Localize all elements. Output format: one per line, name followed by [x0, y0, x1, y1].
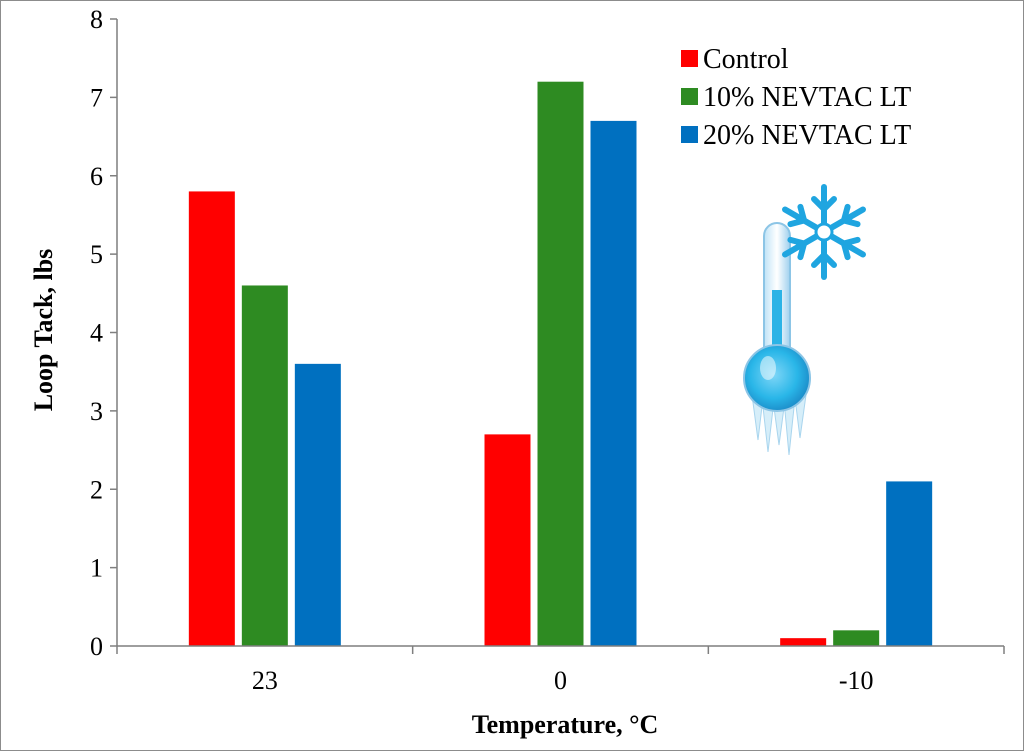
y-axis-title: Loop Tack, lbs	[29, 249, 58, 412]
bar-20-nevtac-lt--10	[886, 481, 933, 646]
bar-10-nevtac-lt--10	[833, 630, 880, 646]
y-tick-label: 3	[90, 397, 103, 426]
legend: Control 10% NEVTAC LT 20% NEVTAC LT	[681, 44, 911, 151]
y-tick-label: 5	[90, 240, 103, 269]
x-axis-title: Temperature, °C	[472, 710, 659, 739]
y-tick-label: 8	[90, 5, 103, 34]
bar-10-nevtac-lt-23	[241, 285, 288, 646]
legend-label: Control	[703, 44, 789, 75]
legend-label: 20% NEVTAC LT	[703, 120, 911, 151]
x-tick-label: 0	[554, 666, 567, 695]
thermometer-snowflake-icon	[743, 184, 866, 456]
legend-swatch	[681, 88, 698, 105]
y-tick-label: 1	[90, 554, 103, 583]
y-tick-label: 0	[90, 632, 103, 661]
x-tick-label: -10	[839, 666, 874, 695]
y-tick-labels: 0 1 2 3 4 5 6 7 8	[90, 5, 103, 661]
bar-20-nevtac-lt-23	[294, 363, 341, 646]
y-tick-label: 4	[90, 319, 103, 348]
bars-group	[188, 81, 933, 647]
x-tick-label: 23	[252, 666, 278, 695]
axes-group	[110, 18, 1005, 654]
y-tick-label: 7	[90, 83, 103, 112]
bar-control-23	[188, 191, 235, 647]
bar-10-nevtac-lt-0	[537, 81, 584, 646]
legend-label: 10% NEVTAC LT	[703, 82, 911, 113]
x-tick-labels: 23 0 -10	[252, 666, 874, 695]
bar-20-nevtac-lt-0	[590, 120, 637, 646]
bar-control--10	[780, 638, 827, 646]
bar-control-0	[484, 434, 531, 646]
y-tick-label: 6	[90, 162, 103, 191]
legend-swatch	[681, 50, 698, 67]
y-tick-label: 2	[90, 475, 103, 504]
legend-swatch	[681, 126, 698, 143]
